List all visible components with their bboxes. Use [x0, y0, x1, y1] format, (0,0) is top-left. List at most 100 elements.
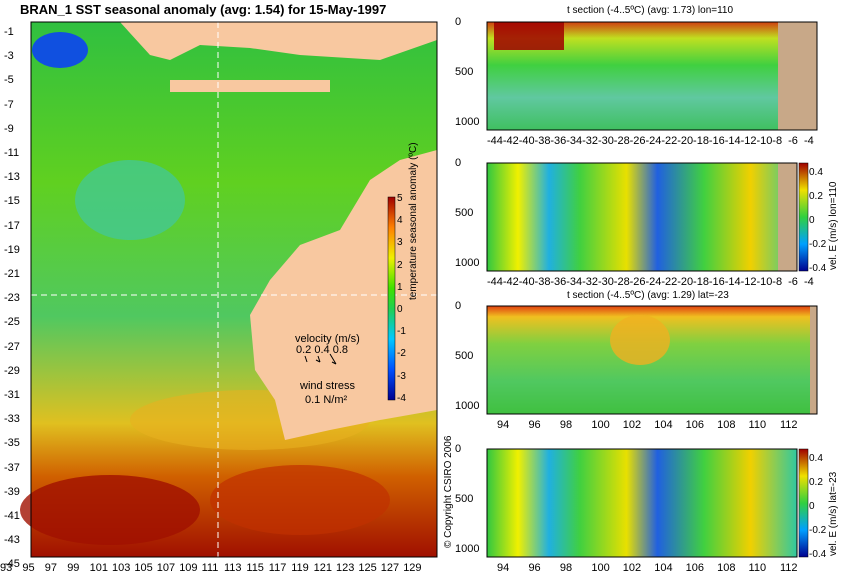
- section_4-y-tick: 500: [455, 493, 474, 505]
- lat-tick-label: -13: [4, 171, 20, 184]
- lat-tick-label: -25: [4, 316, 20, 329]
- lon-tick-label: 123: [336, 562, 355, 574]
- lat-tick-label: -23: [4, 292, 20, 305]
- lat-tick-label: -5: [4, 74, 14, 87]
- section_3-x-tick: 106: [685, 419, 705, 431]
- temperature-colorbar-tick: -3: [397, 370, 406, 382]
- lat-tick-label: -39: [4, 485, 20, 498]
- section_4-x-tick: 100: [591, 562, 610, 574]
- section_1-x-tick: -10: [756, 135, 773, 147]
- section_2-colorbar-tick: -0.4: [809, 263, 827, 274]
- lon-tick-label: 117: [268, 562, 287, 574]
- section_3-y-tick: 1000: [455, 400, 480, 412]
- section_4-colorbar-tick: 0.4: [809, 453, 823, 464]
- section_1-y-tick: 500: [455, 66, 474, 78]
- section_4-y-tick: 0: [455, 443, 462, 455]
- section_3-y-tick: 500: [455, 350, 474, 362]
- section_2-x-tick: -26: [629, 276, 646, 288]
- section_4-x-tick: 94: [497, 562, 510, 574]
- section_4-colorbar-tick: 0.2: [809, 477, 823, 488]
- section_1-x-tick: -4: [804, 135, 814, 147]
- section_2-x-tick: -18: [693, 276, 709, 288]
- section-2-colorbar: [798, 162, 809, 272]
- section_4-x-tick: 104: [654, 562, 673, 574]
- section_3-x-tick: 96: [528, 419, 541, 431]
- section-4-frame: [486, 448, 798, 558]
- lat-tick-label: -45: [4, 558, 20, 571]
- hot-anomaly-patch-east: [210, 465, 390, 535]
- lat-tick-label: -3: [4, 50, 14, 63]
- section_2-x-tick: -14: [724, 276, 741, 288]
- section-1-title: t section (-4..5ºC) (avg: 1.73) lon=110: [567, 5, 734, 16]
- temperature-colorbar-tick: 5: [397, 193, 403, 204]
- section_2-x-tick: -32: [582, 276, 598, 288]
- section_1-x-tick: -44: [487, 135, 503, 147]
- section_1-x-tick: -42: [502, 135, 519, 147]
- section_1-y-tick: 1000: [455, 116, 480, 128]
- section-4-colorbar-label: vel. E (m/s) lat=-23: [828, 471, 839, 556]
- section_1-x-tick: -36: [550, 135, 567, 147]
- section_2-x-tick: -30: [597, 276, 614, 288]
- lat-tick-label: -17: [4, 219, 20, 232]
- section_2-x-tick: -28: [613, 276, 630, 288]
- velocity-legend-values: 0.2 0.4 0.8: [296, 344, 348, 356]
- lon-tick-label: 129: [403, 562, 422, 574]
- lon-tick-label: 103: [112, 562, 131, 574]
- section_2-x-tick: -34: [566, 276, 583, 288]
- land-java: [170, 80, 330, 92]
- temperature-colorbar-tick: 0: [397, 304, 403, 315]
- wind-stress-value: 0.1 N/m²: [305, 394, 348, 406]
- section_4-x-tick: 96: [528, 562, 541, 574]
- section_4-x-tick: 110: [748, 562, 767, 574]
- lat-tick-label: -11: [4, 147, 20, 159]
- section_2-x-tick: -10: [756, 276, 773, 288]
- section_1-x-tick: -34: [566, 135, 583, 147]
- section_2-x-tick: -16: [708, 276, 725, 288]
- lat-tick-label: -31: [4, 389, 20, 401]
- cool-anomaly-patch: [75, 160, 185, 240]
- lat-tick-label: -19: [4, 243, 20, 256]
- section_1-x-tick: -32: [582, 135, 598, 147]
- temperature-colorbar-tick: 2: [397, 259, 403, 271]
- section_3-x-tick: 112: [780, 419, 798, 431]
- lon-tick-label: 97: [44, 562, 58, 574]
- section_2-colorbar-tick: 0: [809, 215, 815, 226]
- section-4-field: [487, 449, 797, 557]
- lat-tick-label: -35: [4, 437, 20, 450]
- section_4-x-tick: 98: [559, 562, 573, 574]
- lat-tick-label: -41: [4, 510, 20, 522]
- section_4-colorbar-tick: 0: [809, 501, 815, 512]
- velocity-legend-arrows: [304, 353, 337, 365]
- temperature-colorbar-tick: -1: [397, 326, 406, 338]
- section_3-x-tick: 108: [717, 419, 736, 431]
- section_2-x-tick: -40: [518, 276, 535, 288]
- section_2-x-tick: -6: [788, 276, 798, 288]
- section_2-x-tick: -44: [487, 276, 503, 288]
- section_4-y-tick: 1000: [455, 543, 480, 555]
- lon-tick-label: 93: [0, 562, 13, 574]
- temperature-colorbar: [387, 196, 396, 401]
- lon-tick-label: 101: [89, 562, 108, 574]
- lat-tick-label: -43: [4, 534, 20, 547]
- section_1-x-tick: -20: [677, 135, 694, 147]
- lat-tick-label: -27: [4, 340, 20, 353]
- section_1-x-tick: -30: [597, 135, 614, 147]
- section_1-x-tick: -22: [661, 135, 678, 147]
- lon-tick-label: 127: [380, 562, 400, 574]
- velocity-legend-label: velocity (m/s): [295, 333, 360, 345]
- section-1-land: [778, 22, 817, 130]
- section-3-warm-core: [610, 315, 670, 365]
- lat-tick-label: -37: [4, 461, 20, 474]
- section_4-colorbar-tick: -0.2: [809, 525, 827, 536]
- lat-tick-label: -7: [4, 98, 14, 111]
- lon-tick-label: 95: [22, 562, 35, 574]
- section_2-y-tick: 0: [455, 157, 462, 169]
- section_3-x-tick: 110: [748, 419, 767, 431]
- lat-tick-label: -15: [4, 195, 20, 208]
- copyright-notice: © Copyright CSIRO 2006: [443, 435, 454, 548]
- cold-anomaly-patch: [32, 32, 88, 68]
- section_1-x-tick: -18: [693, 135, 709, 147]
- lon-tick-label: 111: [201, 562, 219, 574]
- section-2-frame: [486, 162, 798, 272]
- section_2-x-tick: -24: [645, 276, 662, 288]
